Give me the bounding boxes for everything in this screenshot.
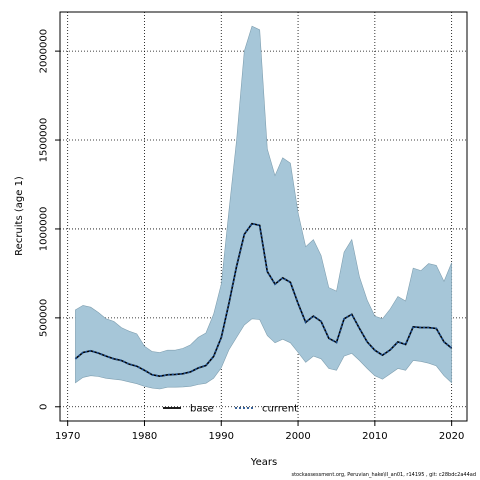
x-tick-label: 2010	[362, 431, 387, 442]
x-tick-label: 1990	[209, 431, 234, 442]
x-tick-label: 2020	[439, 431, 464, 442]
footer-credit: stockassessment.org, Peruvian_hake\II_an…	[291, 472, 476, 478]
confidence-band	[75, 25, 452, 390]
y-axis-label: Recruits (age 1)	[14, 176, 25, 256]
x-tick-label: 2000	[285, 431, 310, 442]
y-tick-label: 1500000	[39, 118, 50, 163]
y-tick-label: 0	[39, 404, 50, 410]
y-tick-label: 2000000	[39, 29, 50, 74]
x-tick-label: 1970	[55, 431, 80, 442]
x-tick-label: 1980	[132, 431, 157, 442]
axes-layer: 1970 1980 1990 2000 2010 2020 0 500000 1000000 15…	[39, 11, 468, 442]
confidence-band-layer	[75, 25, 452, 390]
series-line-current	[74, 222, 453, 378]
legend-label-current: current	[262, 404, 298, 415]
y-tick-label: 1000000	[39, 207, 50, 252]
legend: base current	[163, 404, 298, 415]
x-axis-label: Years	[250, 457, 277, 468]
y-tick-label: 500000	[39, 299, 50, 337]
plot-frame	[59, 11, 468, 422]
legend-label-base: base	[190, 404, 214, 415]
series-layer	[74, 222, 453, 378]
